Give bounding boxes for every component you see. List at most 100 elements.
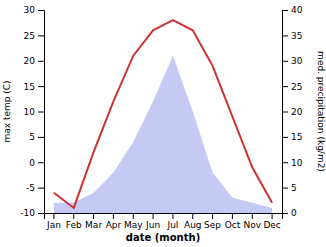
tick-mark xyxy=(282,35,288,36)
tick-mark xyxy=(38,35,44,36)
y2-axis: 0 5 10 15 20 25 30 35 40 xyxy=(282,5,303,218)
tick-mark xyxy=(153,213,154,219)
tick-mark xyxy=(53,213,54,219)
tick-mark xyxy=(272,213,273,219)
tick-label: 15 xyxy=(24,82,35,92)
tick-label: Dec xyxy=(263,220,280,230)
tick-mark xyxy=(38,10,44,11)
tick-mark xyxy=(38,137,44,138)
tick-label: 15 xyxy=(291,132,302,142)
tick-label: Mar xyxy=(85,220,102,230)
y2-axis-title: med. precipitation (kg/m2) xyxy=(316,51,326,172)
tick-mark xyxy=(38,162,44,163)
tick: 5 xyxy=(282,183,297,193)
tick-mark xyxy=(38,188,44,189)
tick: 30 xyxy=(24,5,44,15)
tick-mark xyxy=(93,213,94,219)
tick: Oct xyxy=(225,213,241,230)
tick-mark xyxy=(38,61,44,62)
tick-label: Apr xyxy=(106,220,122,230)
tick-mark xyxy=(282,137,288,138)
tick: 25 xyxy=(24,31,44,41)
tick-label: 5 xyxy=(291,183,297,193)
tick: 20 xyxy=(282,107,303,117)
tick-label: Aug xyxy=(184,220,202,230)
tick-label: 40 xyxy=(291,5,303,15)
tick: 30 xyxy=(282,56,303,66)
tick: 25 xyxy=(282,82,302,92)
tick: Sep xyxy=(204,213,221,230)
tick: Aug xyxy=(184,213,202,230)
tick-label: -10 xyxy=(20,208,35,218)
tick-label: 20 xyxy=(24,56,36,66)
x-axis-title: date (month) xyxy=(126,232,200,243)
tick-label: Feb xyxy=(66,220,82,230)
tick-label: Jul xyxy=(166,220,178,230)
tick: 0 xyxy=(29,158,44,168)
tick: 5 xyxy=(29,132,44,142)
tick-mark xyxy=(282,10,288,11)
tick-mark xyxy=(232,213,233,219)
tick: 35 xyxy=(282,31,302,41)
tick-mark xyxy=(282,213,288,214)
tick-label: May xyxy=(124,220,143,230)
tick-mark xyxy=(252,213,253,219)
tick-mark xyxy=(282,86,288,87)
tick: Mar xyxy=(85,213,102,230)
tick: 20 xyxy=(24,56,44,66)
tick: 40 xyxy=(282,5,303,15)
tick-label: 25 xyxy=(291,82,302,92)
tick-label: Jan xyxy=(46,220,61,230)
tick: Feb xyxy=(66,213,82,230)
tick: Jan xyxy=(46,213,61,230)
tick-mark xyxy=(38,86,44,87)
tick: 15 xyxy=(24,82,44,92)
tick-mark xyxy=(113,213,114,219)
tick-label: Nov xyxy=(243,220,261,230)
axis-line xyxy=(45,214,283,220)
tick-mark xyxy=(282,188,288,189)
tick-label: 35 xyxy=(291,31,302,41)
tick: 10 xyxy=(24,107,44,117)
tick-mark xyxy=(282,112,288,113)
chart: JanFebMarAprMayJunJulAugSepOctNovDec-10-… xyxy=(0,0,326,247)
tick-label: 0 xyxy=(29,158,35,168)
tick-label: Sep xyxy=(204,220,221,230)
tick: Dec xyxy=(263,213,280,230)
y-axis-title: max temp (C) xyxy=(2,80,12,142)
x-axis: Jan FebMar AprMayJun Jul AugSep OctNovDec xyxy=(45,213,283,230)
tick-mark xyxy=(133,213,134,219)
tick-label: Oct xyxy=(225,220,241,230)
tick-mark xyxy=(38,213,44,214)
tick-label: 10 xyxy=(291,158,303,168)
line xyxy=(54,20,272,208)
tick: Jun xyxy=(145,213,160,230)
tick-label: 25 xyxy=(24,31,35,41)
tick-mark xyxy=(212,213,213,219)
tick-label: 30 xyxy=(24,5,36,15)
marks xyxy=(54,20,272,213)
tick: -10 xyxy=(20,208,44,218)
tick: Apr xyxy=(106,213,122,230)
tick-label: -5 xyxy=(26,183,35,193)
tick-label: 5 xyxy=(29,132,35,142)
y-axis: -10 -5 0 5 10 15 20 25 30 xyxy=(20,5,44,218)
tick-label: Jun xyxy=(145,220,160,230)
tick-label: 30 xyxy=(291,56,303,66)
axis-line xyxy=(38,11,45,214)
plot-area: JanFebMarAprMayJunJulAugSepOctNovDec-10-… xyxy=(20,5,302,230)
tick-label: 10 xyxy=(24,107,36,117)
tick-mark xyxy=(192,213,193,219)
tick-mark xyxy=(172,213,173,219)
tick: May xyxy=(124,213,143,230)
tick: 10 xyxy=(282,158,303,168)
tick-label: 0 xyxy=(291,208,297,218)
tick-mark xyxy=(282,162,288,163)
tick-mark xyxy=(282,61,288,62)
tick: Nov xyxy=(243,213,261,230)
tick: 0 xyxy=(282,208,297,218)
tick-mark xyxy=(73,213,74,219)
axis-line xyxy=(283,11,289,214)
tick-label: 20 xyxy=(291,107,303,117)
tick: 15 xyxy=(282,132,302,142)
